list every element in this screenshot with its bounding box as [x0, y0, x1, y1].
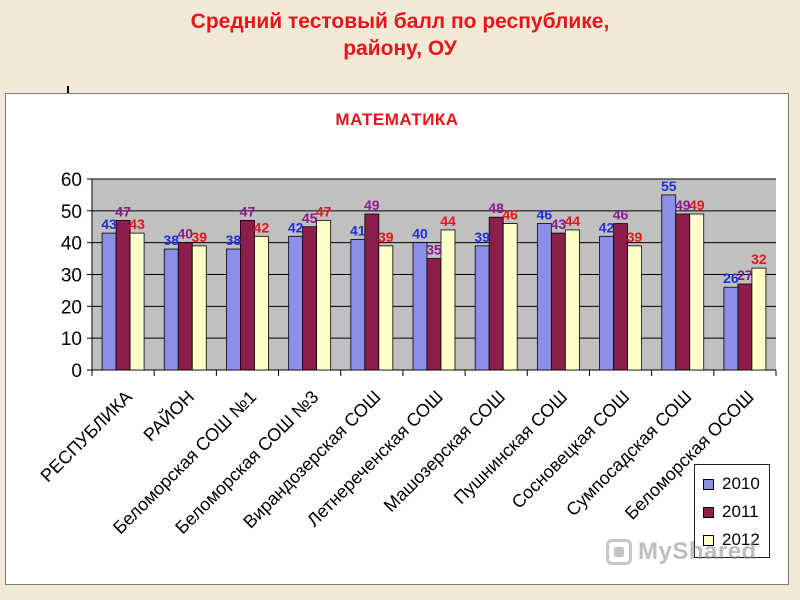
- bar-2011-6: [426, 258, 442, 371]
- data-label-2012-7: 46: [502, 207, 518, 223]
- data-label-2010-9: 42: [599, 219, 615, 235]
- x-tick-label: РАЙОН: [139, 386, 198, 445]
- chart-title: МАТЕМАТИКА: [335, 110, 459, 129]
- bar-2010-8: [536, 223, 552, 371]
- bar-2010-10: [661, 194, 677, 371]
- data-label-2010-4: 42: [288, 219, 304, 235]
- bar-2010-3: [226, 248, 241, 371]
- data-label-2012-8: 44: [565, 213, 581, 229]
- bar-2011-9: [613, 223, 628, 371]
- data-label-2012-4: 47: [316, 203, 332, 219]
- data-label-2010-8: 46: [537, 207, 553, 223]
- legend-label-2012: 2012: [722, 530, 760, 549]
- data-label-2011-7: 48: [488, 200, 504, 216]
- data-label-2011-8: 43: [551, 216, 567, 232]
- bar-2011-3: [240, 219, 255, 371]
- legend-swatch-2010: [703, 478, 714, 490]
- data-label-2011-4: 45: [302, 210, 318, 226]
- bar-2012-5: [378, 245, 394, 371]
- watermark-text: MyShared: [638, 538, 757, 565]
- y-tick-label: 40: [61, 234, 82, 255]
- slide-title-line-2: району, ОУ: [343, 37, 457, 60]
- data-label-2010-5: 41: [350, 222, 366, 238]
- data-label-2010-6: 40: [412, 226, 428, 242]
- bar-2011-11: [737, 283, 753, 371]
- data-label-2010-2: 38: [163, 232, 179, 248]
- data-label-2011-9: 46: [613, 207, 629, 223]
- data-label-2011-3: 47: [240, 203, 256, 219]
- data-label-2012-11: 32: [751, 251, 767, 267]
- bar-2011-4: [302, 226, 318, 371]
- bar-2011-2: [177, 242, 193, 371]
- data-label-2011-6: 35: [426, 242, 442, 258]
- data-label-2010-1: 43: [101, 216, 117, 232]
- y-tick-label: 0: [71, 361, 82, 382]
- bar-2012-1: [129, 232, 145, 371]
- legend-swatch-2011: [703, 506, 714, 518]
- legend-item-2011: 2011: [703, 498, 769, 526]
- data-label-2011-11: 27: [737, 267, 753, 283]
- bar-2012-8: [564, 229, 580, 371]
- data-label-2012-9: 39: [627, 229, 643, 245]
- bar-2012-2: [191, 245, 207, 371]
- data-label-2012-5: 39: [378, 229, 394, 245]
- x-tick-label: Машозерская СОШ: [380, 387, 509, 516]
- bar-2011-5: [364, 213, 380, 371]
- y-tick-label: 30: [61, 266, 82, 287]
- data-label-2010-11: 26: [723, 270, 739, 286]
- bar-2011-10: [675, 213, 691, 371]
- bar-2010-5: [350, 239, 366, 371]
- legend-label-2011: 2011: [722, 502, 759, 521]
- legend-item-2012: 2012: [703, 526, 769, 554]
- y-tick-label: 60: [61, 170, 82, 191]
- bar-2010-7: [474, 245, 490, 371]
- chart-legend: 2010 2011 2012: [694, 464, 770, 558]
- data-label-2010-10: 55: [661, 178, 677, 194]
- data-label-2012-6: 44: [440, 213, 456, 229]
- bar-2010-6: [412, 242, 428, 371]
- bar-2010-2: [163, 248, 179, 371]
- watermark: MyShared: [606, 538, 757, 566]
- bar-2012-7: [502, 223, 518, 371]
- legend-swatch-2012: [703, 534, 714, 546]
- bar-2010-9: [599, 235, 614, 371]
- data-label-2012-10: 49: [689, 197, 705, 213]
- bar-2010-1: [101, 232, 117, 371]
- bar-2011-8: [550, 232, 566, 371]
- legend-label-2010: 2010: [722, 474, 760, 493]
- bar-2012-10: [689, 213, 705, 371]
- x-tick-label: РЕСПУБЛИКА: [37, 387, 136, 486]
- x-tick-label: Сосновецкая СОШ: [508, 387, 634, 513]
- bar-2012-9: [627, 245, 642, 371]
- slide-title: Средний тестовый балл по республике, рай…: [0, 8, 800, 62]
- data-label-2012-1: 43: [129, 216, 145, 232]
- presentation-board-icon: [606, 539, 632, 565]
- data-label-2010-7: 39: [474, 229, 490, 245]
- y-tick-label: 20: [61, 297, 82, 318]
- bar-2012-6: [440, 229, 456, 371]
- data-label-2012-2: 39: [191, 229, 207, 245]
- bar-2011-1: [115, 219, 131, 371]
- data-label-2010-3: 38: [226, 232, 242, 248]
- data-label-2011-2: 40: [177, 226, 193, 242]
- data-label-2011-5: 49: [364, 197, 380, 213]
- decorative-tick-mark: [67, 86, 69, 94]
- y-tick-label: 10: [61, 329, 82, 350]
- legend-item-2010: 2010: [703, 470, 769, 498]
- slide-title-line-1: Средний тестовый балл по республике,: [190, 10, 610, 33]
- bar-2010-11: [723, 286, 739, 371]
- data-label-2012-3: 42: [254, 219, 270, 235]
- y-tick-label: 50: [61, 202, 82, 223]
- data-label-2011-1: 47: [115, 203, 131, 219]
- bar-2012-11: [751, 267, 767, 371]
- bar-2012-3: [254, 235, 269, 371]
- bar-2010-4: [288, 235, 304, 371]
- data-label-2011-10: 49: [675, 197, 691, 213]
- bar-2011-7: [488, 216, 504, 371]
- bar-2012-4: [316, 219, 332, 371]
- x-tick-label: Пушнинская СОШ: [450, 387, 571, 508]
